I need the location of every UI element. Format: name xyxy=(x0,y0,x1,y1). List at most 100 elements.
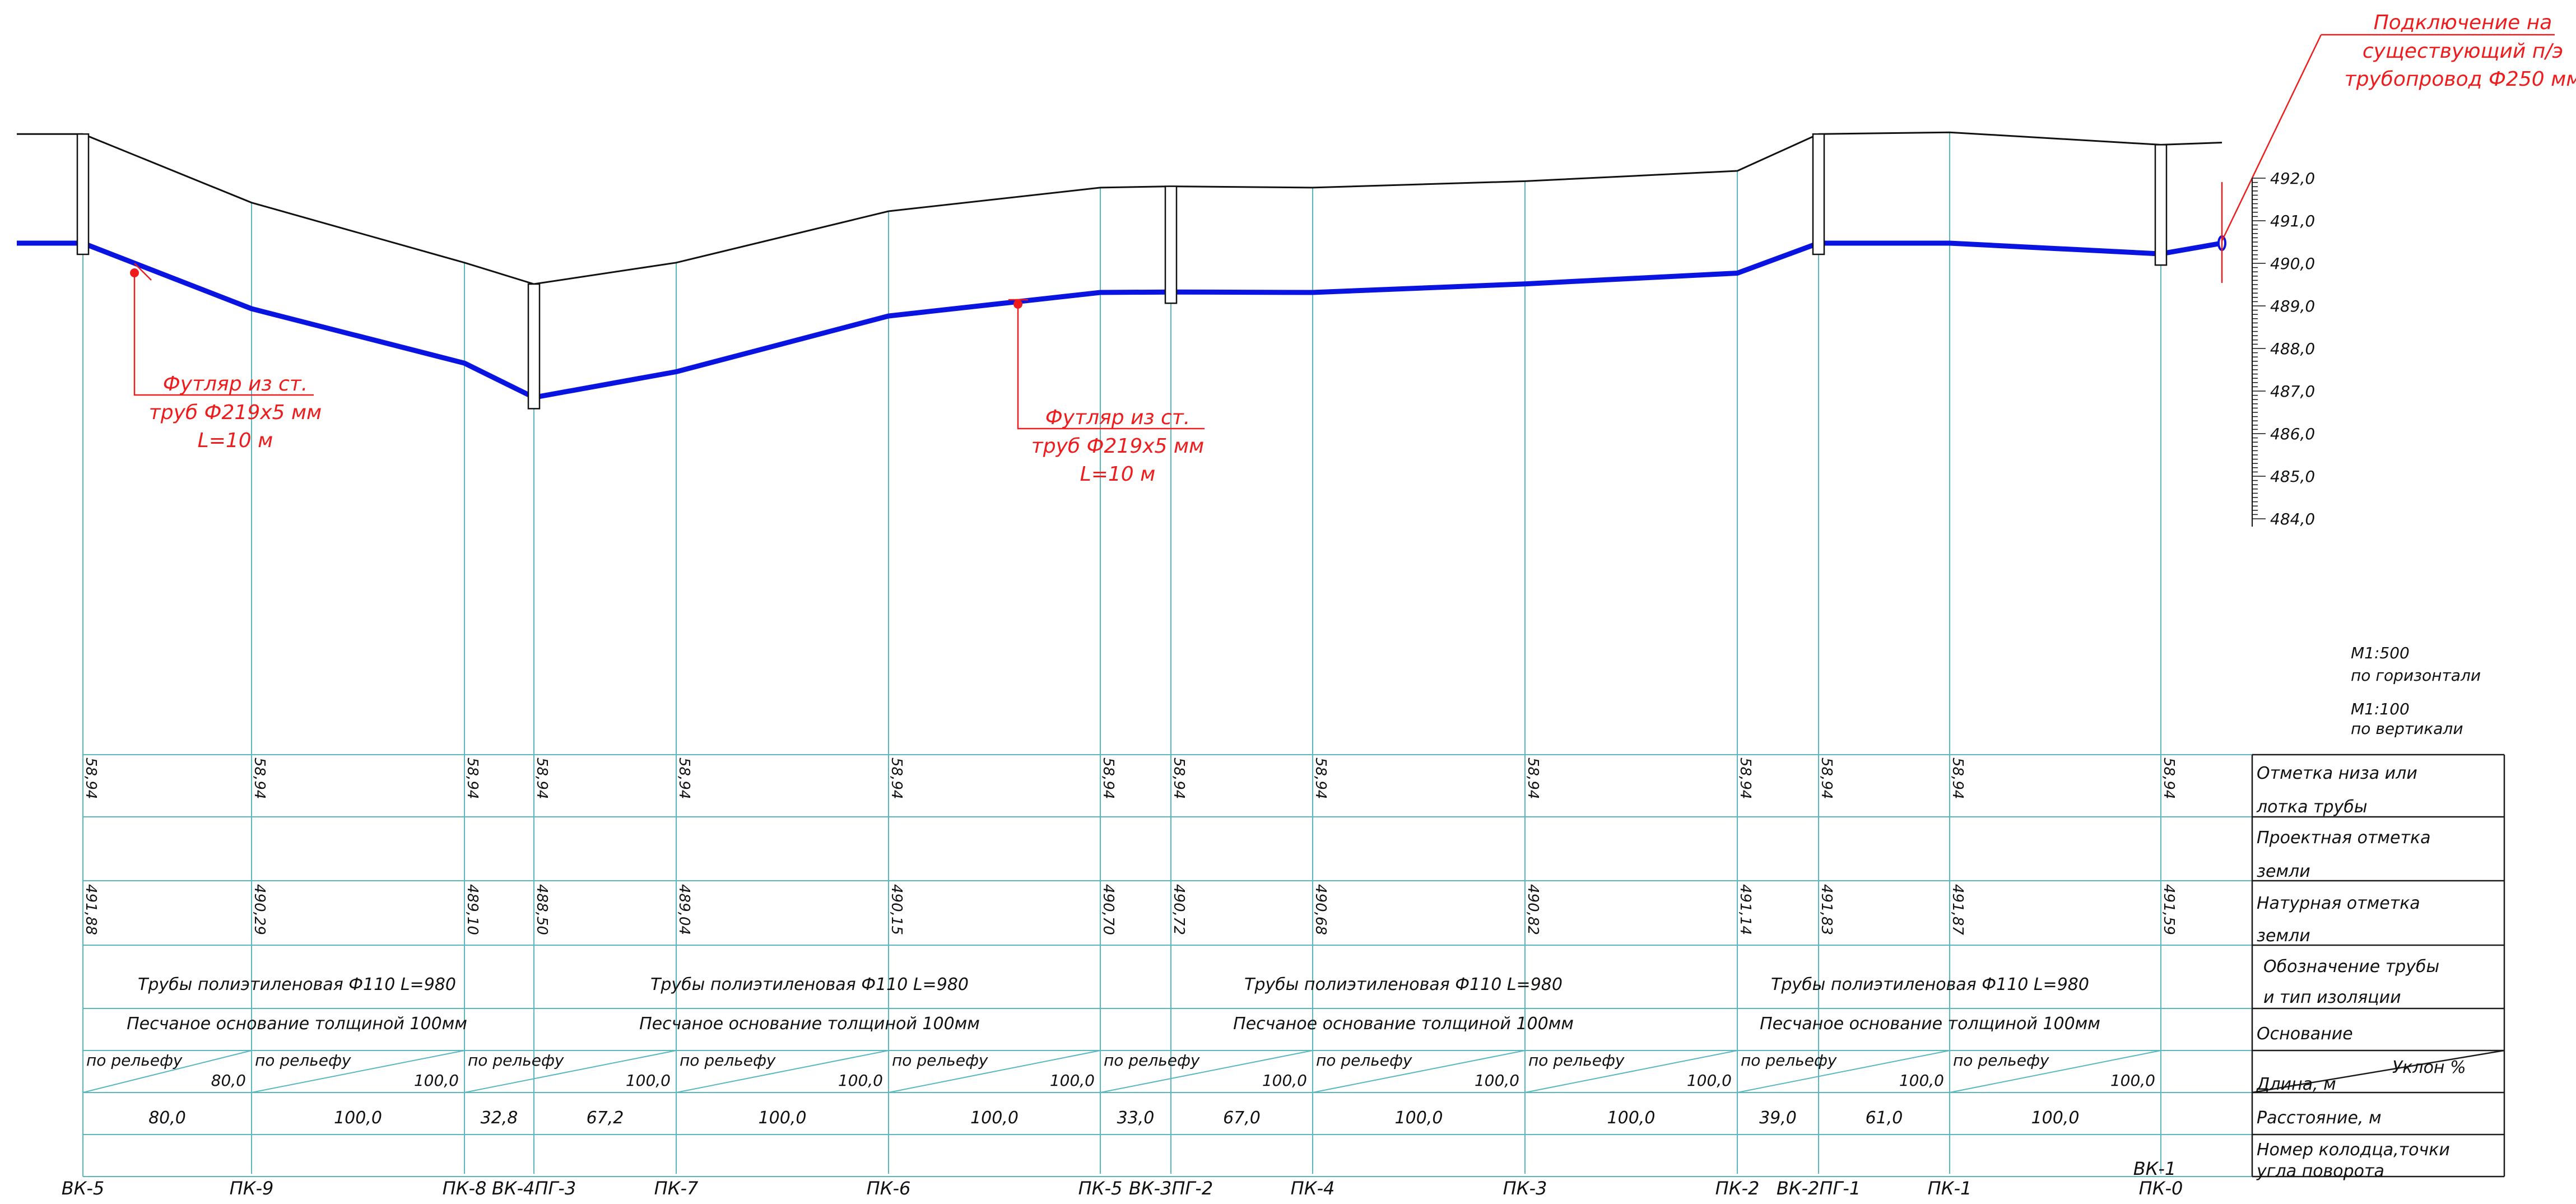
wells-group xyxy=(76,133,2168,410)
invert-values: 58,94 58,94 58,94 58,94 58,94 58,94 58,94 58,94… xyxy=(82,757,2177,799)
casing-callout-left: Футляр из ст. труб Ф219х5 мм L=10 м xyxy=(130,263,322,452)
scale-tick-label: 489,0 xyxy=(2270,297,2315,315)
base-texts: Песчаное основание толщиной 100мм Песчано… xyxy=(127,1014,2100,1034)
base-text: Песчаное основание толщиной 100мм xyxy=(1233,1014,1574,1034)
segment-length: 100,0 xyxy=(1475,1071,1519,1090)
invert-value: 58,94 xyxy=(82,757,99,799)
segment-diagonal xyxy=(1524,1050,1738,1093)
natural-elev-value: 491,83 xyxy=(1818,884,1835,935)
segment-diagonal xyxy=(1312,1050,1526,1093)
station-name: ВК-2ПГ-1 xyxy=(1777,1178,1861,1199)
label-natural-2: земли xyxy=(2257,926,2310,946)
segment-diagonal xyxy=(1949,1050,2161,1093)
distance-value: 67,2 xyxy=(587,1108,624,1128)
casing-marker-left xyxy=(134,263,152,281)
station-name: ПК-1 xyxy=(1928,1178,1972,1199)
distance-value: 100,0 xyxy=(334,1108,382,1128)
base-text: Песчаное основание толщиной 100мм xyxy=(1760,1014,2100,1034)
station-name: ПК-9 xyxy=(230,1178,274,1199)
base-text: Песчаное основание толщиной 100мм xyxy=(127,1014,467,1034)
station-name: ПК-5 xyxy=(1078,1178,1123,1199)
casing-left-line-2: труб Ф219х5 мм xyxy=(149,401,322,424)
label-design-2: земли xyxy=(2257,862,2310,881)
segment-diagonal xyxy=(464,1050,677,1093)
station-name: ПК-8 xyxy=(443,1178,487,1199)
segment-length: 100,0 xyxy=(838,1071,883,1090)
base-text: Песчаное основание толщиной 100мм xyxy=(639,1014,980,1034)
label-pipe-type-1: Обозначение трубы xyxy=(2263,957,2439,977)
station-names: ВК-5 ПК-9 ПК-8 ВК-4ПГ-3 ПК-7 ПК-6 ПК-5 ВК-3ПГ-2… xyxy=(62,1178,2183,1199)
manhole-well xyxy=(76,133,90,255)
station-name: ПК-6 xyxy=(867,1178,911,1199)
segment-slope: по рельефу xyxy=(1953,1051,2049,1070)
distance-value: 67,0 xyxy=(1223,1108,1261,1128)
natural-elev-value: 491,87 xyxy=(1949,884,1966,935)
invert-value: 58,94 xyxy=(1170,757,1187,799)
segment-diagonal xyxy=(888,1050,1101,1093)
invert-value: 58,94 xyxy=(533,757,550,799)
invert-value: 58,94 xyxy=(676,757,692,799)
invert-value: 58,94 xyxy=(464,757,481,799)
station-name: ВК-4ПГ-3 xyxy=(492,1178,576,1199)
distance-value: 39,0 xyxy=(1759,1108,1797,1128)
label-pipe-type-2: и тип изоляции xyxy=(2263,988,2401,1007)
ground-surface-line xyxy=(17,131,2222,285)
segment-slope: по рельефу xyxy=(1316,1051,1412,1070)
distance-value: 100,0 xyxy=(970,1108,1019,1128)
natural-elev-value: 490,15 xyxy=(888,884,905,935)
casing-callout-mid: Футляр из ст. труб Ф219х5 мм L=10 м xyxy=(1008,299,1205,486)
connection-leader-line xyxy=(2221,34,2322,241)
scale-tick-label: 486,0 xyxy=(2270,425,2315,443)
pipe-type-text: Трубы полиэтиленовая Ф110 L=980 xyxy=(650,975,969,994)
station-name: ПК-3 xyxy=(1503,1178,1547,1199)
scale-tick-label: 490,0 xyxy=(2270,254,2315,273)
natural-elev-value: 490,68 xyxy=(1312,884,1329,935)
segment-slope: по рельефу xyxy=(680,1051,776,1070)
row-labels: Отметка низа или лотка трубы Проектная о… xyxy=(2256,764,2466,1181)
ground-line-group xyxy=(17,131,2222,285)
station-name: ВК-3ПГ-2 xyxy=(1129,1178,1213,1199)
natural-elev-value: 490,29 xyxy=(251,884,268,935)
distance-value: 100,0 xyxy=(2031,1108,2080,1128)
natural-elev-value: 490,70 xyxy=(1100,884,1117,935)
segment-slope: по рельефу xyxy=(255,1051,351,1070)
natural-elev-value: 491,59 xyxy=(2160,884,2177,935)
invert-value: 58,94 xyxy=(1312,757,1329,799)
label-length: Длина, м xyxy=(2256,1075,2336,1094)
scale-tick-label: 488,0 xyxy=(2270,340,2315,358)
pipe-type-text: Трубы полиэтиленовая Ф110 L=980 xyxy=(1771,975,2089,994)
segment-slope: по рельефу xyxy=(1104,1051,1200,1070)
scale-tick-label: 491,0 xyxy=(2270,212,2315,230)
label-invert-1: Отметка низа или xyxy=(2257,764,2417,783)
invert-value: 58,94 xyxy=(251,757,268,799)
profile-area: Подключение на существующий п/э трубопро… xyxy=(17,11,2576,1174)
invert-value: 58,94 xyxy=(1737,757,1754,799)
distance-value: 100,0 xyxy=(759,1108,807,1128)
natural-elev-value: 490,72 xyxy=(1170,884,1187,935)
segment-slope: по рельефу xyxy=(1741,1051,1837,1070)
callout-line-3: трубопровод Ф250 мм xyxy=(2345,68,2576,91)
segment-length: 100,0 xyxy=(1050,1071,1095,1090)
segment-diagonal xyxy=(676,1050,889,1093)
segment-length: 100,0 xyxy=(2110,1071,2155,1090)
segment-length: 100,0 xyxy=(1687,1071,1732,1090)
natural-elev-value: 491,88 xyxy=(82,884,99,935)
segment-length: 80,0 xyxy=(211,1071,246,1090)
distance-value: 61,0 xyxy=(1866,1108,1903,1128)
slope-diagonal xyxy=(2252,1049,2505,1094)
casing-mid-line-2: труб Ф219х5 мм xyxy=(1031,435,1204,458)
distance-value: 80,0 xyxy=(148,1108,186,1128)
label-design-1: Проектная отметка xyxy=(2257,828,2431,848)
segment-diagonal xyxy=(1737,1050,1950,1093)
natural-elev-value: 491,14 xyxy=(1737,884,1754,935)
v-scale: М1:100 xyxy=(2351,700,2410,718)
segment-length: 100,0 xyxy=(414,1071,459,1090)
segment-length: 100,0 xyxy=(1899,1071,1944,1090)
manhole-well xyxy=(1164,185,1178,304)
station-name: ПК-7 xyxy=(654,1178,699,1199)
pipe-line-group xyxy=(17,240,2222,400)
casing-leader-mid xyxy=(1017,304,1205,430)
natural-elev-value: 489,10 xyxy=(464,884,481,935)
station-name: ВК-5 xyxy=(62,1178,105,1199)
